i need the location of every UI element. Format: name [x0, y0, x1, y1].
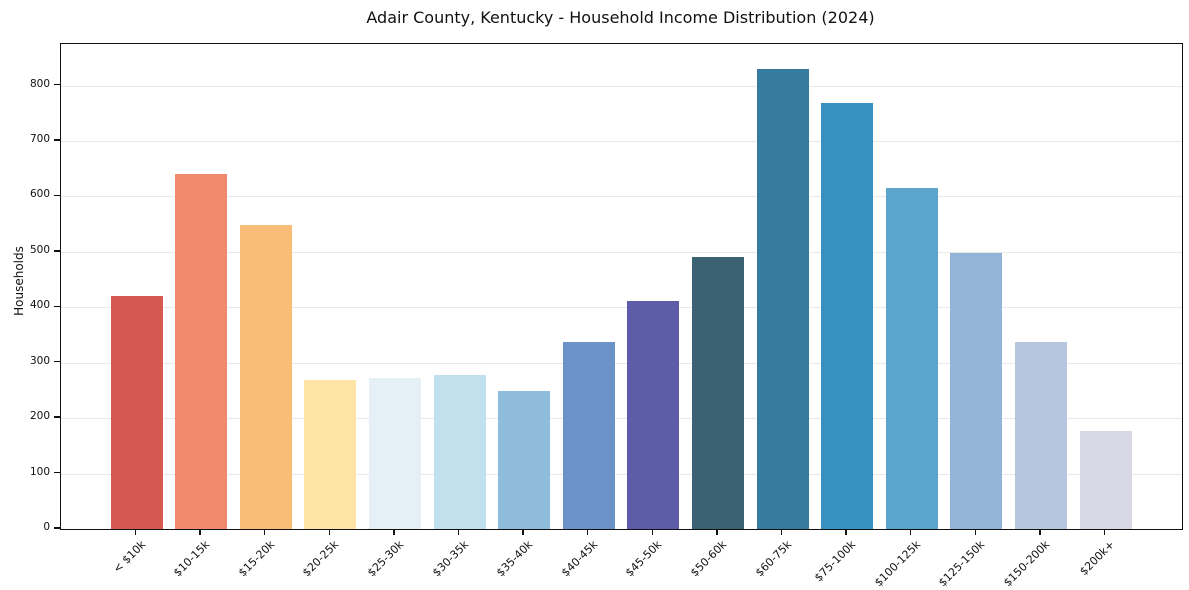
y-tick-label: 600 [29, 188, 50, 201]
y-tick-mark [54, 194, 60, 197]
chart-title: Adair County, Kentucky - Household Incom… [366, 8, 875, 27]
x-tick-mark [845, 529, 847, 535]
x-tick-mark [328, 529, 331, 535]
gridline [61, 196, 1182, 198]
bar [1079, 431, 1132, 529]
bar [950, 252, 1003, 529]
x-tick-mark [457, 529, 460, 535]
y-tick-mark [54, 250, 60, 252]
x-tick-mark [780, 529, 783, 535]
bar [433, 375, 486, 529]
bar [562, 342, 615, 529]
x-tick-mark [134, 529, 137, 535]
y-tick-mark [54, 416, 60, 418]
bar [821, 102, 874, 529]
y-tick-label: 400 [29, 299, 50, 312]
x-tick-mark [522, 529, 524, 535]
y-tick-mark [54, 360, 60, 363]
gridline [61, 418, 1182, 420]
x-tick-mark [586, 529, 589, 535]
x-tick-mark [1039, 529, 1041, 535]
y-tick-label: 300 [29, 354, 50, 367]
x-tick-label: < $10k [110, 538, 148, 576]
y-tick-label: 0 [43, 521, 50, 533]
gridline [61, 473, 1182, 475]
x-tick-mark [393, 529, 395, 535]
x-tick-mark [263, 529, 266, 535]
bar [304, 380, 357, 529]
y-tick-label: 700 [29, 133, 50, 145]
bar [110, 296, 163, 529]
x-tick-mark [974, 529, 977, 535]
bar [368, 378, 421, 529]
bar [239, 225, 292, 529]
bar [498, 390, 551, 529]
x-tick-mark [199, 529, 201, 535]
y-tick-mark [54, 471, 60, 474]
gridline [61, 307, 1182, 309]
gridline [61, 362, 1182, 364]
bar [691, 257, 744, 529]
y-tick-mark [54, 83, 60, 86]
y-tick-label: 100 [29, 465, 50, 478]
x-tick-mark [909, 529, 912, 535]
y-tick-mark [54, 139, 60, 141]
bar [885, 187, 938, 529]
y-tick-mark [54, 305, 60, 308]
x-tick-mark [651, 529, 654, 535]
y-tick-mark [54, 527, 60, 529]
x-tick-mark [1103, 529, 1106, 535]
x-tick-mark [716, 529, 718, 535]
gridline [61, 251, 1182, 253]
y-tick-label: 200 [29, 410, 50, 423]
bar [756, 69, 809, 529]
plot-area [60, 43, 1183, 530]
bar [175, 173, 228, 529]
y-tick-label: 500 [29, 243, 50, 256]
bar [1014, 342, 1067, 529]
y-tick-label: 800 [29, 77, 50, 90]
gridline [61, 85, 1182, 87]
gridline [61, 141, 1182, 142]
bar [627, 301, 680, 529]
